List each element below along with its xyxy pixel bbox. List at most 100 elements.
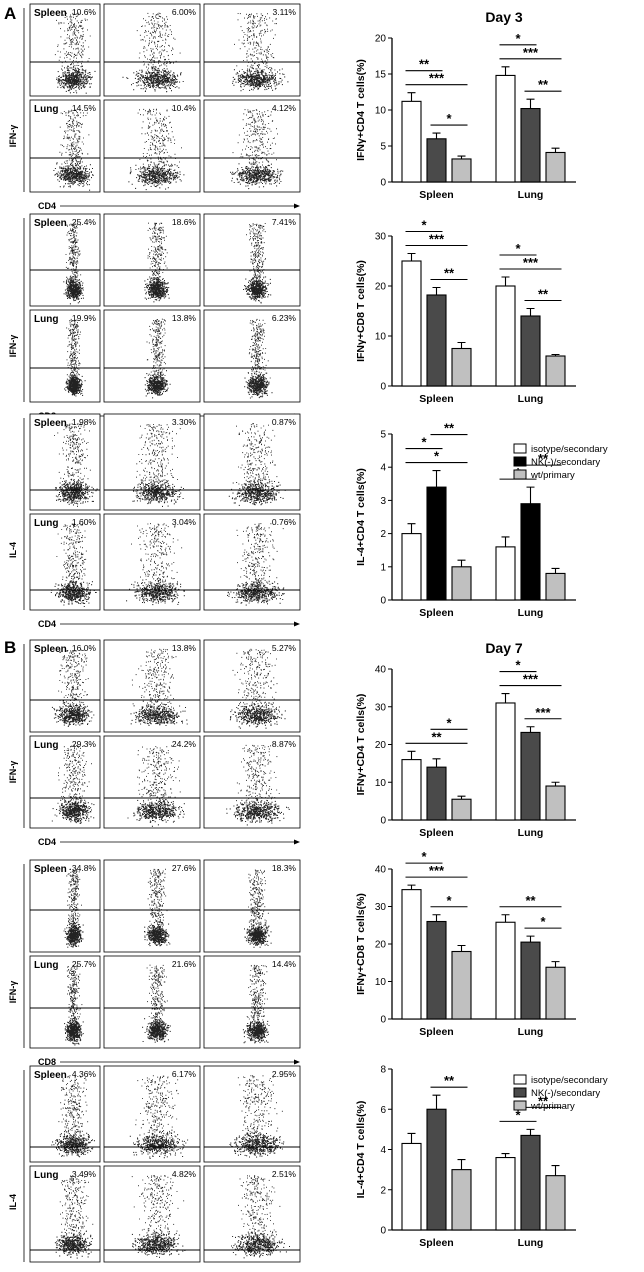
panel-letter: A	[4, 4, 16, 23]
bar	[451, 1169, 472, 1231]
flow-plot: 2.51%	[203, 1165, 301, 1263]
bar	[426, 766, 447, 821]
legend-swatch	[513, 1100, 527, 1111]
gate-percentage: 3.49%	[72, 1169, 97, 1179]
y-tick-label: 30	[375, 702, 387, 713]
flow-plot-frame	[29, 309, 101, 403]
y-tick-label: 4	[380, 1145, 386, 1156]
flow-plot: 21.6%	[103, 955, 201, 1049]
bar	[520, 108, 541, 183]
error-bar	[551, 781, 560, 787]
flow-plot-frame	[29, 213, 101, 307]
flow-plot: 1.98% Spleen	[29, 413, 101, 511]
gate-percentage: 5.27%	[272, 643, 297, 653]
significance-label: ***	[523, 672, 539, 687]
y-tick-label: 40	[375, 865, 387, 876]
gate-percentage: 3.04%	[172, 517, 197, 527]
y-tick-label: 20	[375, 740, 387, 751]
gate-percentage: 10.6%	[72, 7, 97, 17]
bar	[495, 285, 516, 387]
significance-label: *	[446, 715, 452, 730]
significance-label: *	[515, 1107, 521, 1122]
bar	[426, 138, 447, 183]
flow-plot: 14.5% Lung	[29, 99, 101, 193]
bar	[426, 1108, 447, 1231]
error-bar	[457, 341, 466, 349]
bar	[545, 785, 566, 821]
flow-block: 16.0% Spleen 13.8% 5.27% 29.3% Lung 24.2% 8.87%…	[8, 639, 301, 847]
significance-label: **	[431, 729, 442, 744]
legend-swatch	[513, 1074, 527, 1085]
y-tick-label: 10	[375, 106, 387, 117]
arrow-head	[294, 621, 300, 627]
bar	[401, 100, 422, 183]
y-tick-label: 1	[380, 562, 386, 573]
x-tick-label: Lung	[518, 1237, 544, 1249]
flow-plot: 3.49% Lung	[29, 1165, 101, 1263]
gate-percentage: 27.6%	[172, 863, 197, 873]
error-bar	[501, 692, 510, 703]
error-bar	[501, 914, 510, 923]
flow-dots	[63, 868, 84, 948]
y-tick-label: 0	[380, 178, 386, 189]
flow-plot-frame	[203, 639, 301, 733]
significance-label: *	[515, 241, 521, 256]
flow-plot: 8.87%	[203, 735, 301, 829]
error-bar	[432, 758, 441, 768]
flow-dots	[50, 523, 97, 608]
x-tick-label: Lung	[518, 607, 544, 619]
significance-label: *	[540, 914, 546, 929]
y-tick-label: 30	[375, 902, 387, 913]
error-bar	[501, 276, 510, 286]
flow-dots	[127, 745, 185, 827]
y-tick-label: 8	[380, 1065, 386, 1076]
significance-label: ***	[523, 255, 539, 270]
gate-percentage: 6.17%	[172, 1069, 197, 1079]
flow-plot: 4.82%	[103, 1165, 201, 1263]
bar	[451, 950, 472, 1020]
bar	[401, 1142, 422, 1231]
flow-dots	[122, 12, 184, 93]
flow-xlabel: CD4	[38, 201, 56, 211]
bar	[401, 759, 422, 821]
y-tick-label: 2	[380, 1185, 386, 1196]
significance-label: ***	[535, 705, 551, 720]
gate-percentage: 0.87%	[272, 417, 297, 427]
gate-percentage: 25.7%	[72, 959, 97, 969]
legend-label: isotype/secondary	[531, 444, 608, 455]
flow-xlabel: CD4	[38, 619, 56, 629]
y-tick-label: 4	[380, 463, 386, 474]
bar	[401, 889, 422, 1020]
gate-percentage: 16.0%	[72, 643, 97, 653]
x-tick-label: Lung	[518, 827, 544, 839]
significance-label: *	[446, 893, 452, 908]
flow-dots	[244, 318, 273, 399]
arrow-head	[294, 203, 300, 209]
flow-plot: 6.17%	[103, 1065, 201, 1163]
tissue-label: Spleen	[34, 644, 67, 655]
flow-plot: 10.6% Spleen	[29, 3, 101, 97]
gate-percentage: 10.4%	[172, 103, 197, 113]
flow-plot-frame	[203, 413, 301, 511]
flow-block: 1.98% Spleen 3.30% 0.87% 1.60% Lung 3.04% 0.76%…	[8, 413, 301, 629]
error-bar	[551, 567, 560, 574]
error-bar	[526, 98, 535, 109]
flow-plot: 10.4%	[103, 99, 201, 193]
significance-label: *	[446, 111, 452, 126]
bar	[426, 920, 447, 1020]
legend-swatch	[513, 443, 527, 454]
gate-percentage: 6.23%	[272, 313, 297, 323]
legend-swatch	[513, 1087, 527, 1098]
flow-plot: 0.87%	[203, 413, 301, 511]
error-bar	[432, 1094, 441, 1110]
bar	[451, 798, 472, 821]
y-tick-label: 5	[380, 430, 386, 441]
y-tick-label: 10	[375, 977, 387, 988]
flow-ylabel: IFN-γ	[8, 981, 18, 1004]
significance-label: *	[515, 31, 521, 46]
flow-block: 10.6% Spleen 6.00% 3.11% 14.5% Lung 10.4% 4.12%…	[8, 3, 301, 211]
tissue-label: Lung	[34, 104, 58, 115]
flow-plot: 29.3% Lung	[29, 735, 101, 829]
error-bar	[501, 536, 510, 547]
tissue-label: Lung	[34, 314, 58, 325]
